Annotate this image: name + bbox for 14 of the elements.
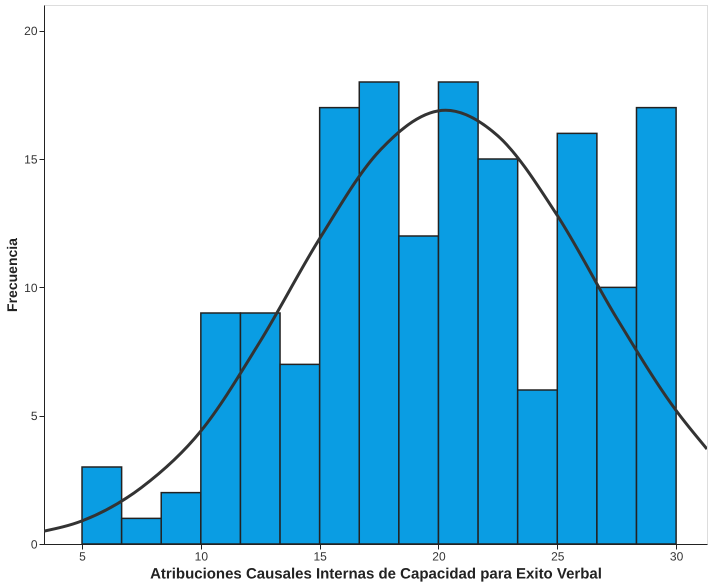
y-tick-label: 15 — [24, 152, 38, 166]
x-tick-label: 25 — [551, 550, 565, 564]
x-tick-label: 5 — [79, 550, 86, 564]
y-tick-label: 0 — [30, 538, 38, 552]
y-tick-label: 10 — [24, 280, 38, 295]
x-tick-label: 10 — [194, 550, 208, 564]
x-tick-label: 20 — [432, 550, 446, 564]
x-axis-title: Atribuciones Causales Internas de Capacidad para Exito Verbal — [150, 566, 602, 582]
y-axis-title: Frecuencia — [4, 238, 20, 312]
y-tick-label: 20 — [24, 24, 38, 38]
line-series — [44, 108, 707, 533]
x-tick-label: 30 — [670, 550, 684, 564]
y-tick-label: 5 — [30, 409, 38, 424]
x-tick-label: 15 — [313, 550, 328, 564]
